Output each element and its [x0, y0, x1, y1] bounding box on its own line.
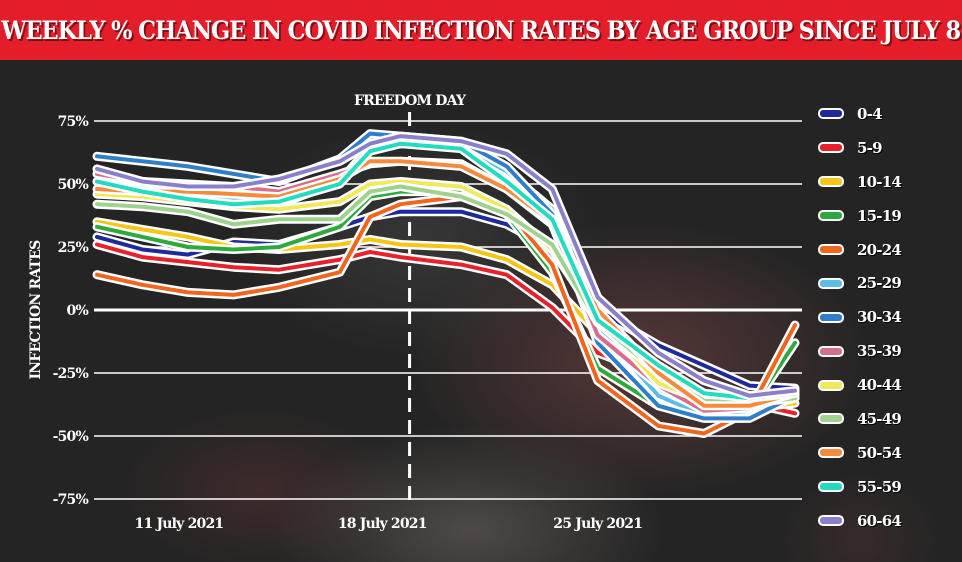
title-bar: WEEKLY % CHANGE IN COVID INFECTION RATES…	[0, 0, 962, 60]
x-tick-label: 11 July 2021	[135, 516, 224, 532]
legend-label: 30-34	[857, 308, 902, 327]
legend-label: 60-64	[857, 511, 902, 530]
legend-item: 10-14	[818, 165, 902, 199]
y-tick-label: -25%	[53, 366, 89, 382]
freedom-day-label: FREEDOM DAY	[354, 93, 467, 109]
legend-item: 30-34	[818, 300, 902, 334]
y-tick-label: 50%	[58, 177, 89, 193]
legend-label: 20-24	[857, 240, 902, 259]
x-tick-label: 25 July 2021	[553, 516, 642, 532]
legend-swatch	[818, 379, 844, 391]
legend-item: 15-19	[818, 199, 902, 233]
legend-swatch	[818, 210, 844, 222]
legend-label: 35-39	[857, 342, 902, 361]
y-tick-label: 75%	[58, 114, 89, 130]
legend-item: 50-54	[818, 436, 902, 470]
y-tick-label: 25%	[58, 240, 89, 256]
legend-item: 55-59	[818, 470, 902, 504]
legend-label: 25-29	[857, 274, 902, 293]
legend-label: 55-59	[857, 477, 902, 496]
legend-item: 60-64	[818, 504, 902, 538]
legend-swatch	[818, 108, 844, 120]
legend-item: 45-49	[818, 402, 902, 436]
legend-swatch	[818, 481, 844, 493]
legend-swatch	[818, 176, 844, 188]
legend-label: 45-49	[857, 409, 902, 428]
y-axis-ticks: 75% 50% 25% 0% -25% -50% -75%	[53, 114, 90, 508]
legend-item: 35-39	[818, 334, 902, 368]
series-halos	[92, 129, 800, 438]
legend-swatch	[818, 244, 844, 255]
x-axis-ticks: 11 July 2021 18 July 2021 25 July 2021	[135, 516, 644, 532]
y-axis-label: INFECTION RATES	[28, 240, 44, 380]
legend-swatch	[818, 515, 844, 527]
series-line-20-24	[95, 194, 797, 436]
y-tick-label: -75%	[53, 492, 89, 508]
legend-label: 15-19	[857, 206, 902, 225]
legend-swatch	[818, 277, 844, 289]
legend-label: 0-4	[857, 104, 882, 123]
chart-title: WEEKLY % CHANGE IN COVID INFECTION RATES…	[1, 15, 962, 45]
legend-swatch	[818, 311, 844, 323]
series-line-55-59	[95, 141, 797, 401]
legend: 0-4 5-9 10-14 15-19 20-24 25-29 30-34 35…	[818, 97, 902, 538]
legend-label: 40-44	[857, 376, 902, 395]
legend-label: 5-9	[857, 138, 882, 157]
legend-label: 50-54	[857, 443, 902, 462]
series-line-60-64	[95, 134, 797, 398]
legend-swatch	[818, 447, 844, 459]
legend-item: 20-24	[818, 233, 902, 267]
freedom-day-annotation: FREEDOM DAY	[354, 93, 468, 505]
y-tick-label: -50%	[53, 429, 89, 445]
y-tick-label: 0%	[67, 303, 89, 319]
gridlines	[94, 120, 802, 500]
legend-item: 0-4	[818, 97, 901, 131]
legend-item: 25-29	[818, 266, 902, 300]
x-tick-label: 18 July 2021	[338, 516, 427, 532]
legend-swatch	[818, 413, 844, 425]
legend-swatch	[818, 345, 844, 357]
legend-item: 5-9	[818, 131, 901, 165]
legend-swatch	[818, 142, 844, 154]
series-line-50-54	[95, 159, 797, 408]
legend-item: 40-44	[818, 368, 902, 402]
legend-label: 10-14	[857, 172, 902, 191]
